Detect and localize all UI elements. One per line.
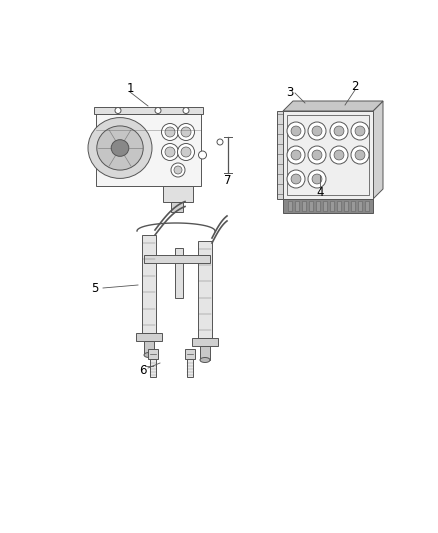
Bar — [351, 201, 355, 211]
Circle shape — [330, 146, 348, 164]
Circle shape — [177, 143, 194, 160]
Polygon shape — [373, 101, 383, 199]
Circle shape — [183, 108, 189, 114]
Circle shape — [162, 143, 179, 160]
Circle shape — [217, 139, 223, 145]
Bar — [171, 202, 183, 212]
Ellipse shape — [88, 118, 152, 179]
Bar — [316, 201, 320, 211]
Circle shape — [334, 126, 344, 136]
Circle shape — [287, 122, 305, 140]
Circle shape — [155, 108, 161, 114]
Bar — [150, 359, 156, 377]
Bar — [148, 349, 158, 359]
Circle shape — [115, 108, 121, 114]
Bar — [163, 186, 193, 202]
Circle shape — [287, 170, 305, 188]
Bar — [93, 107, 202, 114]
Bar — [337, 201, 341, 211]
Circle shape — [162, 124, 179, 141]
Bar — [302, 201, 306, 211]
Text: 3: 3 — [286, 86, 294, 100]
Bar — [283, 199, 373, 213]
Bar — [136, 333, 162, 341]
Circle shape — [308, 122, 326, 140]
Bar — [358, 201, 362, 211]
Ellipse shape — [97, 126, 143, 170]
Bar — [144, 341, 154, 355]
Bar — [187, 359, 193, 377]
Circle shape — [312, 150, 322, 160]
Bar — [277, 111, 283, 199]
Bar — [309, 201, 313, 211]
Circle shape — [308, 170, 326, 188]
Circle shape — [181, 147, 191, 157]
Bar — [198, 241, 212, 338]
Bar — [95, 114, 201, 186]
Circle shape — [308, 146, 326, 164]
Bar — [175, 248, 183, 298]
Text: 7: 7 — [224, 174, 232, 188]
Circle shape — [312, 174, 322, 184]
Circle shape — [351, 122, 369, 140]
Bar — [142, 235, 156, 333]
Circle shape — [312, 126, 322, 136]
Circle shape — [171, 163, 185, 177]
Circle shape — [181, 127, 191, 137]
Polygon shape — [283, 101, 383, 111]
Bar — [200, 346, 210, 360]
Circle shape — [287, 146, 305, 164]
Text: 2: 2 — [351, 79, 359, 93]
Circle shape — [291, 174, 301, 184]
Ellipse shape — [111, 140, 129, 156]
Bar — [144, 255, 210, 263]
Bar — [323, 201, 327, 211]
Ellipse shape — [144, 352, 154, 358]
Text: 4: 4 — [316, 187, 324, 199]
Bar — [287, 115, 369, 195]
Bar — [192, 338, 218, 346]
Circle shape — [351, 146, 369, 164]
Circle shape — [177, 124, 194, 141]
Circle shape — [355, 150, 365, 160]
Text: 1: 1 — [126, 82, 134, 94]
Text: 6: 6 — [139, 364, 147, 376]
Bar — [295, 201, 299, 211]
Bar — [365, 201, 369, 211]
Circle shape — [334, 150, 344, 160]
Circle shape — [198, 151, 206, 159]
Circle shape — [174, 166, 182, 174]
Text: 5: 5 — [91, 281, 99, 295]
Circle shape — [330, 122, 348, 140]
Bar — [288, 201, 292, 211]
Circle shape — [165, 147, 175, 157]
Bar — [283, 111, 373, 199]
Circle shape — [355, 126, 365, 136]
Circle shape — [291, 126, 301, 136]
Bar — [185, 349, 195, 359]
Circle shape — [291, 150, 301, 160]
Bar — [330, 201, 334, 211]
Ellipse shape — [200, 358, 210, 362]
Circle shape — [165, 127, 175, 137]
Bar — [344, 201, 348, 211]
